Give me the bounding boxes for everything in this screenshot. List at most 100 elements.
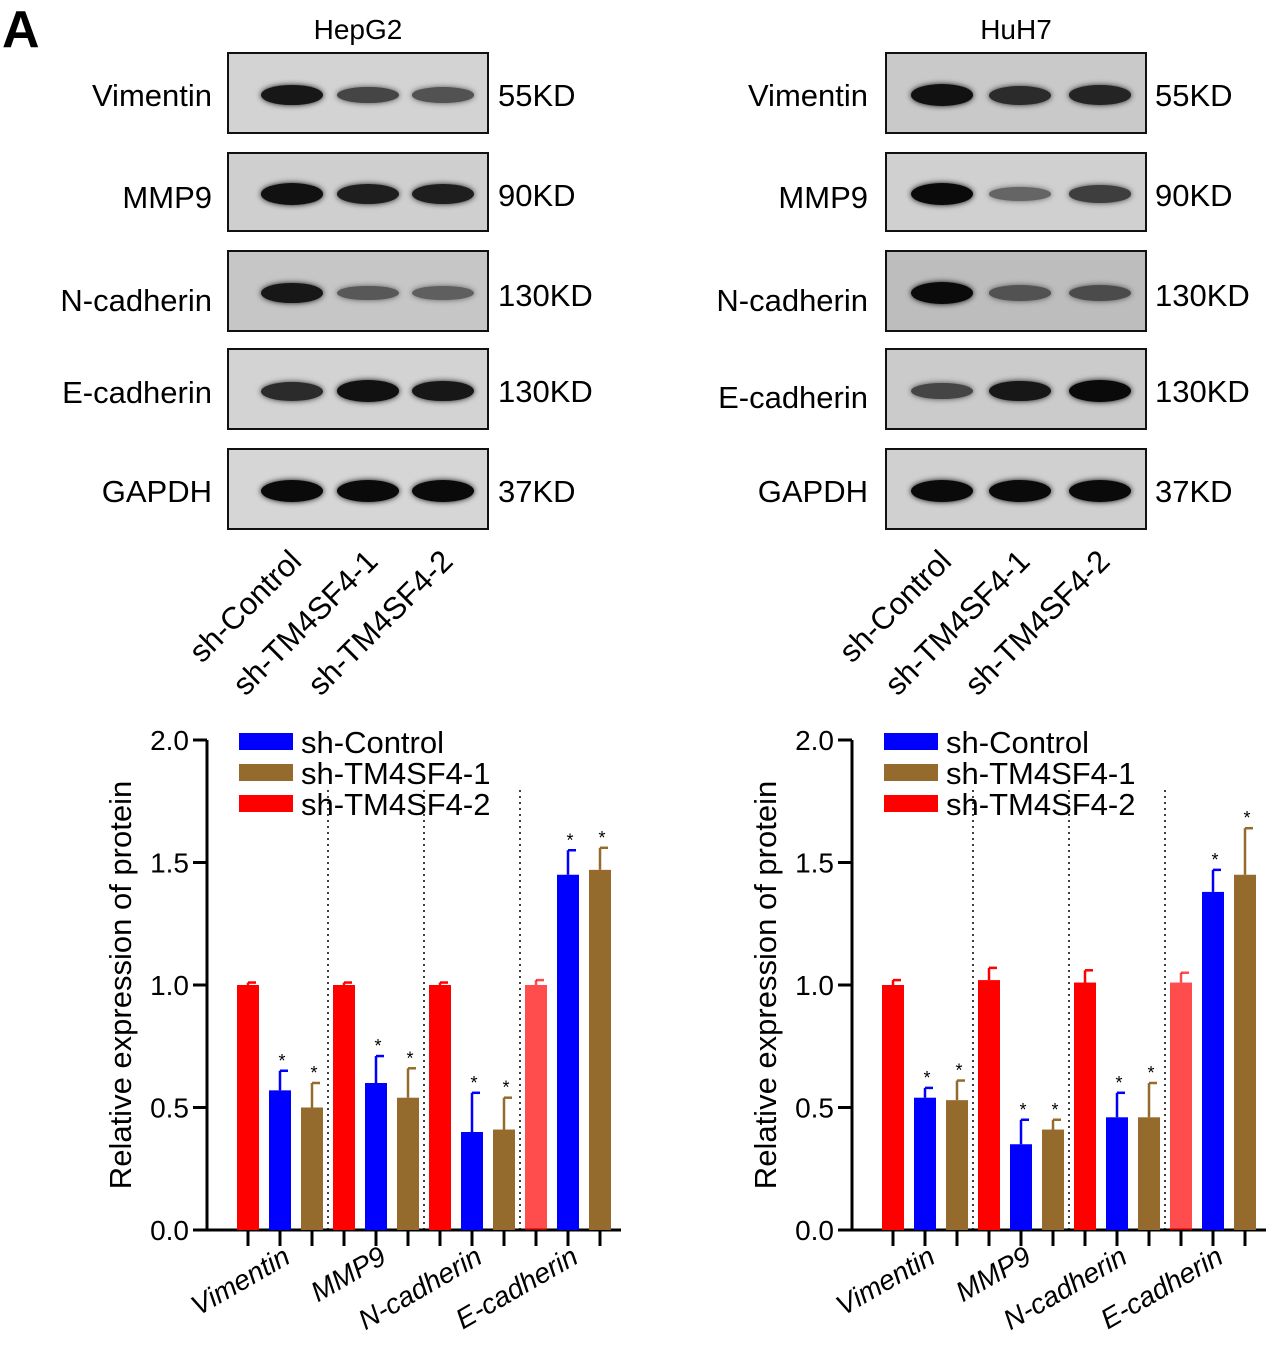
significance-marker: *: [1211, 850, 1218, 870]
legend-swatch: [239, 795, 293, 812]
molecular-weight-label: 130KD: [498, 278, 593, 313]
protein-band: [1069, 380, 1131, 402]
legend-label: sh-Control: [946, 725, 1089, 760]
blot-title: HuH7: [980, 14, 1052, 45]
bar: [978, 980, 1000, 1230]
protein-band: [412, 285, 474, 301]
legend-swatch: [239, 733, 293, 750]
significance-marker: *: [310, 1063, 317, 1083]
protein-band: [989, 480, 1051, 502]
blot-strip-n-cadherin: [885, 250, 1147, 332]
protein-band: [1069, 85, 1131, 105]
legend-swatch: [884, 733, 938, 750]
bar: [397, 1097, 419, 1230]
y-axis-label: Relative expression of protein: [748, 781, 783, 1189]
molecular-weight-label: 37KD: [498, 474, 576, 509]
protein-band: [337, 183, 399, 205]
protein-band: [261, 480, 323, 502]
molecular-weight-label: 55KD: [498, 78, 576, 113]
blot-strip-e-cadherin: [885, 348, 1147, 430]
protein-label: E-cadherin: [718, 380, 868, 415]
legend-label: sh-TM4SF4-1: [946, 756, 1135, 791]
legend-label: sh-TM4SF4-2: [301, 787, 490, 822]
significance-marker: *: [598, 828, 605, 848]
blot-strip-n-cadherin: [227, 250, 489, 332]
protein-label: Vimentin: [91, 78, 212, 113]
bar: [493, 1129, 515, 1230]
bar: [1202, 891, 1224, 1230]
y-tick-label: 0.0: [795, 1215, 834, 1246]
protein-band: [412, 183, 474, 205]
significance-marker: *: [470, 1073, 477, 1093]
protein-band: [911, 84, 973, 106]
bar: [1170, 982, 1192, 1230]
bar: [269, 1090, 291, 1230]
significance-marker: *: [923, 1068, 930, 1088]
bar: [946, 1100, 968, 1230]
significance-marker: *: [502, 1078, 509, 1098]
blot-strip-gapdh: [227, 448, 489, 530]
significance-marker: *: [566, 830, 573, 850]
protein-band: [337, 480, 399, 502]
protein-label: Vimentin: [747, 78, 868, 113]
bar: [1010, 1144, 1032, 1230]
legend-label: sh-TM4SF4-1: [301, 756, 490, 791]
protein-band: [412, 87, 474, 103]
bar: [333, 985, 355, 1230]
legend-label: sh-Control: [301, 725, 444, 760]
protein-band: [989, 85, 1051, 105]
protein-band: [261, 183, 323, 205]
blot-strip-vimentin: [885, 52, 1147, 134]
bar: [557, 874, 579, 1230]
blot-strip-mmp9: [227, 152, 489, 232]
molecular-weight-label: 90KD: [498, 178, 576, 213]
bar: [1234, 874, 1256, 1230]
protein-band: [1069, 480, 1131, 502]
significance-marker: *: [955, 1061, 962, 1081]
blot-title: HepG2: [313, 14, 403, 45]
y-axis-label: Relative expression of protein: [103, 781, 138, 1189]
bar-chart-huh7: Relative expression of protein 0.0 0.5 1.0 1…: [748, 725, 1266, 1336]
protein-label: GAPDH: [101, 474, 212, 509]
y-tick-label: 2.0: [795, 725, 834, 756]
bar: [1138, 1117, 1160, 1230]
protein-label: MMP9: [778, 180, 868, 215]
blot-strip-gapdh: [885, 448, 1147, 530]
legend-swatch: [239, 764, 293, 781]
bar: [882, 985, 904, 1230]
bar-chart-hepg2: Relative expression of protein 0.0 0.5 1.0 1…: [103, 725, 621, 1336]
protein-band: [337, 86, 399, 104]
legend-swatch: [884, 795, 938, 812]
bar: [589, 869, 611, 1230]
significance-marker: *: [1019, 1100, 1026, 1120]
x-category-label: Vimentin: [831, 1240, 940, 1321]
y-tick-label: 1.5: [150, 848, 189, 879]
protein-band: [261, 282, 323, 304]
y-tick-label: 1.0: [795, 970, 834, 1001]
y-tick-label: 0.0: [150, 1215, 189, 1246]
protein-band: [337, 285, 399, 301]
protein-band: [989, 380, 1051, 402]
blot-strip-vimentin: [227, 52, 489, 134]
legend-swatch: [884, 764, 938, 781]
significance-marker: *: [406, 1048, 413, 1068]
panel-label: A: [2, 1, 40, 59]
significance-marker: *: [1243, 808, 1250, 828]
protein-band: [261, 84, 323, 106]
protein-band: [412, 380, 474, 402]
bar: [301, 1107, 323, 1230]
protein-band: [911, 382, 973, 400]
y-tick-label: 1.0: [150, 970, 189, 1001]
significance-marker: *: [278, 1051, 285, 1071]
bar: [525, 985, 547, 1230]
y-tick-label: 1.5: [795, 848, 834, 879]
protein-band: [911, 282, 973, 304]
protein-band: [261, 381, 323, 401]
protein-label: GAPDH: [757, 474, 868, 509]
significance-marker: *: [1115, 1073, 1122, 1093]
y-tick-label: 0.5: [795, 1093, 834, 1124]
blot-strip-e-cadherin: [227, 348, 489, 430]
molecular-weight-label: 90KD: [1155, 178, 1233, 213]
significance-marker: *: [1051, 1100, 1058, 1120]
protein-band: [412, 480, 474, 502]
